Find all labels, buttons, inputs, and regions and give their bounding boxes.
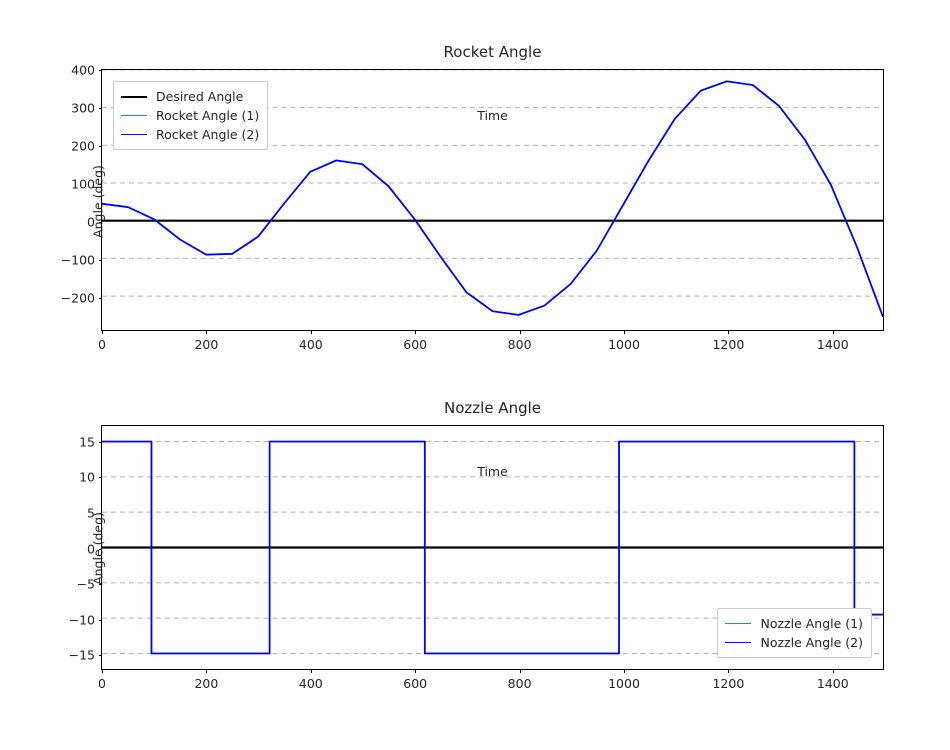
x-tick-mark [102,669,103,673]
legend-line-swatch [121,115,147,116]
y-tick-mark [98,70,102,71]
x-tick-label: 1000 [608,337,640,352]
x-tick-mark [102,330,103,334]
y-tick-label: 15 [79,434,95,450]
x-tick-label: 1400 [816,337,849,352]
x-tick-label: 0 [98,676,106,691]
x-tick-mark [624,669,625,673]
rocket-angle-chart: Rocket Angle Angle (deg) Time −200 −100 0 1… [61,43,884,352]
y-tick-mark [98,441,102,443]
legend-label: Desired Angle [156,89,244,104]
legend-line-swatch [121,134,147,135]
legend-line-swatch [121,95,147,98]
x-tick-mark [519,669,521,673]
rocket-angle-x-axis-label: Time [477,108,508,123]
y-tick-label: −10 [68,612,95,628]
y-tick-label: 400 [71,62,95,78]
x-tick-label: 200 [194,676,219,691]
x-tick-label: 800 [507,676,532,691]
x-tick-mark [415,330,417,334]
nozzle-angle-x-axis-label: Time [477,464,508,479]
legend-entry: Nozzle Angle (1) [725,614,863,633]
y-tick-label: 300 [71,100,95,116]
y-tick-mark [98,619,102,621]
x-tick-mark [728,669,730,673]
y-tick-mark [98,221,102,223]
y-tick-label: 200 [71,138,95,154]
y-tick-mark [98,655,102,657]
x-tick-label: 800 [507,337,532,352]
rocket-angle-legend: Desired Angle Rocket Angle (1) Rocket Angl… [113,81,269,150]
y-tick-label: 10 [79,469,95,485]
y-tick-label: 0 [87,214,95,230]
legend-line-swatch [725,623,752,624]
series-line-nozzle-angle-2 [102,440,883,655]
nozzle-angle-chart: Nozzle Angle Angle (deg) Time −15 −10 −5 0 5… [69,399,884,691]
x-tick-mark [832,330,834,334]
y-tick-label: −5 [76,576,95,592]
rocket-angle-plot-area [102,70,883,318]
legend-label: Nozzle Angle (2) [760,635,863,650]
x-tick-label: 1400 [816,676,849,691]
x-tick-label: 200 [194,337,219,352]
x-tick-label: 600 [403,337,428,352]
y-tick-mark [98,512,102,514]
x-tick-label: 1200 [712,337,745,352]
x-tick-mark [206,669,208,673]
legend-label: Rocket Angle (1) [156,108,260,123]
rocket-angle-title: Rocket Angle [443,43,542,61]
x-tick-mark [519,330,521,334]
y-tick-mark [98,584,102,586]
y-tick-mark [98,477,102,479]
nozzle-angle-legend: Nozzle Angle (1) Nozzle Angle (2) [717,608,872,658]
x-tick-label: 600 [403,676,428,691]
y-tick-mark [98,107,102,109]
legend-label: Rocket Angle (2) [156,127,260,142]
x-tick-label: 0 [98,337,106,352]
legend-line-swatch [725,642,752,643]
legend-entry: Nozzle Angle (2) [725,633,863,652]
series-line-rocket-angle-2 [102,80,883,318]
y-tick-label: −100 [60,252,95,268]
y-tick-mark [98,297,102,299]
x-tick-mark [624,330,625,334]
x-tick-mark [415,669,417,673]
x-tick-mark [310,330,312,334]
x-tick-label: 400 [298,337,323,352]
y-tick-mark [98,183,102,185]
y-tick-label: −15 [68,647,95,663]
x-tick-label: 1000 [608,676,640,691]
x-tick-label: 400 [298,676,323,691]
x-tick-mark [310,669,312,673]
y-tick-mark [98,259,102,261]
y-tick-label: 0 [87,541,95,556]
x-tick-mark [832,669,834,673]
legend-entry: Desired Angle [121,87,259,106]
y-tick-label: 100 [71,176,95,192]
y-tick-mark [98,548,102,550]
x-tick-label: 1200 [712,676,745,691]
x-tick-mark [206,330,208,334]
y-tick-mark [98,145,102,147]
y-tick-label: 5 [87,505,95,521]
legend-entry: Rocket Angle (2) [121,125,259,144]
legend-entry: Rocket Angle (1) [121,106,259,125]
legend-label: Nozzle Angle (1) [760,616,863,631]
nozzle-angle-title: Nozzle Angle [444,399,541,417]
y-tick-label: −200 [60,290,95,306]
nozzle-angle-plot-area [102,440,883,655]
x-tick-mark [728,330,730,334]
